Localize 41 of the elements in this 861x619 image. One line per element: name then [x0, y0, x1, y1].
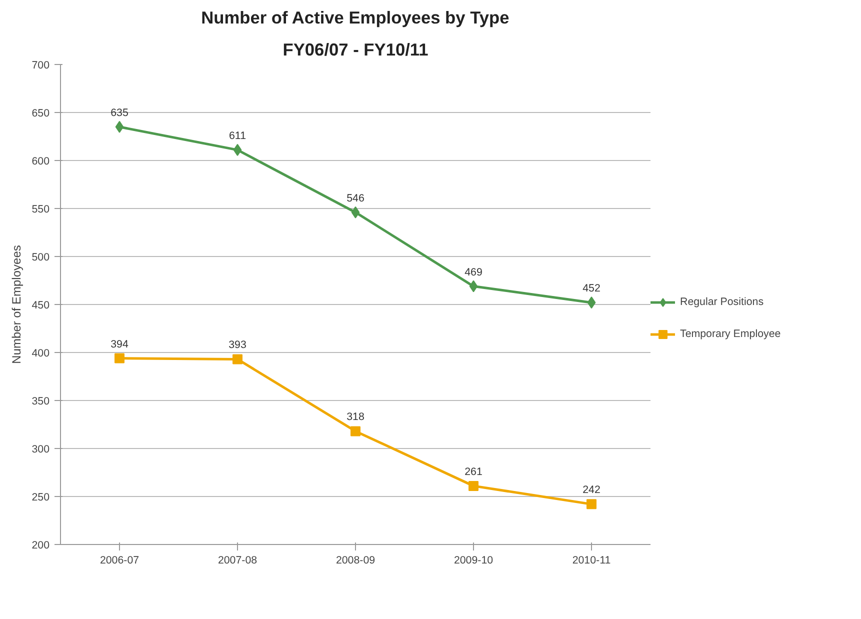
- data-label: 452: [582, 282, 600, 295]
- y-axis-title: Number of Employees: [10, 245, 24, 364]
- point: [586, 499, 596, 510]
- x-tick-label: 2008-09: [336, 554, 376, 566]
- x-tick-label: 2009-10: [454, 554, 494, 566]
- x-tick-label: 2007-08: [218, 554, 258, 566]
- legend-label: Temporary Employee: [680, 328, 781, 340]
- legend-label: Regular Positions: [680, 296, 764, 308]
- data-label: 469: [464, 266, 482, 278]
- data-label: 546: [346, 192, 364, 204]
- data-label: 611: [229, 130, 246, 142]
- data-label: 318: [346, 411, 364, 424]
- y-tick-label: 400: [32, 348, 50, 360]
- data-label: 393: [228, 339, 246, 352]
- data-label: 635: [110, 106, 128, 119]
- y-tick-label: 300: [32, 444, 50, 456]
- data-label: 394: [110, 338, 128, 350]
- point: [350, 426, 360, 436]
- y-tick-label: 500: [32, 252, 50, 264]
- y-tick-label: 450: [32, 300, 50, 312]
- point: [115, 120, 124, 133]
- point: [469, 280, 478, 292]
- y-tick-label: 250: [32, 492, 50, 504]
- point: [351, 206, 360, 218]
- point: [114, 353, 124, 364]
- y-tick-label: 550: [32, 204, 50, 216]
- y-tick-label: 700: [32, 60, 50, 72]
- y-tick-label: 200: [32, 540, 50, 552]
- y-tick-label: 350: [32, 396, 50, 408]
- point: [232, 354, 242, 364]
- y-tick-label: 650: [32, 108, 50, 120]
- point: [468, 480, 478, 491]
- x-tick-label: 2010-11: [572, 554, 611, 566]
- chart-subtitle: FY06/07 - FY10/11: [282, 40, 429, 60]
- chart-title: Number of Active Employees by Type: [201, 8, 510, 28]
- data-label: 242: [582, 484, 600, 496]
- point: [233, 144, 242, 156]
- data-label: 261: [464, 466, 482, 478]
- point: [587, 296, 596, 309]
- x-tick-label: 2006-07: [100, 554, 140, 566]
- y-tick-label: 600: [32, 156, 50, 168]
